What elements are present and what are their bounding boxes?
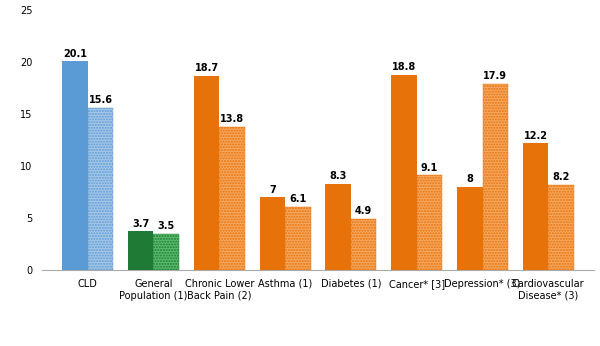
Text: 8: 8 [466, 174, 473, 184]
Bar [194, 76, 219, 270]
Bar [128, 231, 154, 270]
Text: 18.8: 18.8 [392, 62, 416, 72]
Text: 8.3: 8.3 [329, 171, 347, 181]
Bar [351, 219, 376, 270]
Text: 13.8: 13.8 [220, 114, 244, 124]
Bar [482, 84, 508, 270]
Text: 12.2: 12.2 [524, 131, 548, 141]
Text: 6.1: 6.1 [289, 194, 307, 204]
Text: 15.6: 15.6 [88, 95, 112, 106]
Bar [457, 187, 482, 270]
Text: 8.2: 8.2 [553, 172, 570, 182]
Text: 20.1: 20.1 [63, 49, 87, 58]
Text: 17.9: 17.9 [483, 72, 507, 82]
Bar [62, 61, 88, 270]
Bar [219, 127, 245, 270]
Text: 7: 7 [269, 185, 275, 194]
Bar [325, 184, 351, 270]
Text: 3.7: 3.7 [132, 219, 149, 229]
Bar [260, 197, 285, 270]
Bar [548, 185, 574, 270]
Text: 3.5: 3.5 [158, 221, 175, 231]
Bar [417, 175, 442, 270]
Bar [285, 207, 311, 270]
Text: 18.7: 18.7 [194, 63, 218, 73]
Bar [88, 108, 113, 270]
Bar [154, 234, 179, 270]
Text: 4.9: 4.9 [355, 207, 373, 217]
Bar [523, 143, 548, 270]
Bar [391, 75, 417, 270]
Text: 9.1: 9.1 [421, 163, 438, 173]
